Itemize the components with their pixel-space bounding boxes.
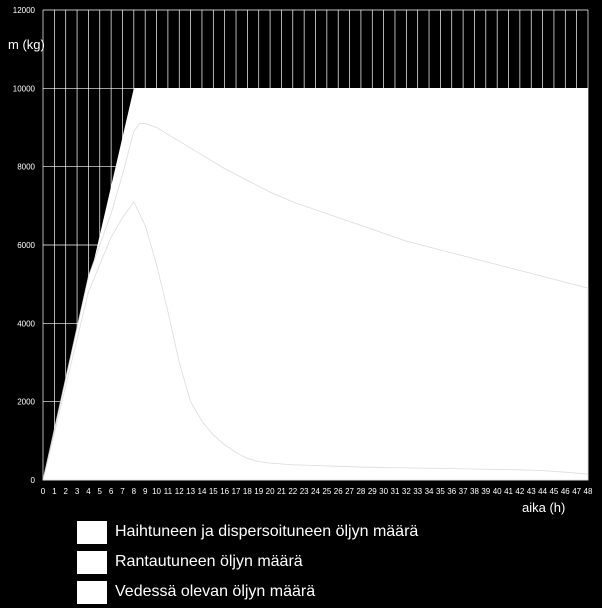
x-tick-label: 13: [186, 487, 195, 496]
x-tick-label: 38: [470, 487, 479, 496]
x-tick-label: 42: [515, 487, 524, 496]
x-tick-label: 8: [132, 487, 137, 496]
y-tick-label: 6000: [17, 241, 35, 250]
legend-swatch: [77, 520, 107, 544]
y-tick-label: 2000: [17, 398, 35, 407]
x-tick-label: 46: [561, 487, 570, 496]
x-tick-label: 9: [143, 487, 148, 496]
x-tick-label: 44: [538, 487, 547, 496]
y-tick-label: 0: [31, 476, 36, 485]
x-tick-label: 18: [243, 487, 252, 496]
x-tick-label: 15: [209, 487, 218, 496]
x-tick-label: 21: [277, 487, 286, 496]
y-axis-label: m (kg): [8, 37, 45, 52]
x-tick-label: 11: [164, 487, 173, 496]
x-tick-label: 37: [459, 487, 468, 496]
x-tick-label: 47: [572, 487, 581, 496]
x-tick-label: 19: [254, 487, 263, 496]
x-tick-label: 2: [63, 487, 68, 496]
x-tick-label: 17: [232, 487, 241, 496]
x-tick-label: 27: [345, 487, 354, 496]
series-area-2: [42, 201, 589, 481]
x-tick-label: 0: [41, 487, 46, 496]
x-tick-label: 6: [109, 487, 114, 496]
legend-item-stranded: Rantautuneen öljyn määrä: [77, 547, 418, 577]
x-tick-label: 30: [379, 487, 388, 496]
legend-label: Rantautuneen öljyn määrä: [115, 553, 303, 570]
x-tick-label: 14: [198, 487, 207, 496]
x-tick-label: 26: [334, 487, 343, 496]
x-tick-label: 23: [300, 487, 309, 496]
x-tick-label: 33: [413, 487, 422, 496]
x-tick-label: 39: [481, 487, 490, 496]
x-tick-label: 48: [584, 487, 593, 496]
x-tick-label: 12: [175, 487, 184, 496]
x-tick-label: 41: [504, 487, 513, 496]
chart-legend: Haihtuneen ja dispersoituneen öljyn määr…: [77, 517, 418, 607]
legend-swatch: [77, 580, 107, 604]
legend-label: Haihtuneen ja dispersoituneen öljyn määr…: [115, 523, 419, 540]
chart-areas: [42, 88, 589, 481]
x-tick-label: 4: [86, 487, 91, 496]
x-tick-label: 20: [266, 487, 275, 496]
x-tick-label: 25: [322, 487, 331, 496]
legend-label: Vedessä olevan öljyn määrä: [115, 583, 316, 600]
x-tick-label: 43: [527, 487, 536, 496]
y-tick-label: 12000: [13, 6, 36, 15]
x-tick-label: 7: [120, 487, 125, 496]
x-tick-label: 45: [549, 487, 558, 496]
x-tick-label: 1: [52, 487, 57, 496]
x-tick-label: 28: [356, 487, 365, 496]
x-tick-label: 24: [311, 487, 320, 496]
y-tick-label: 10000: [13, 84, 36, 93]
x-tick-label: 32: [402, 487, 411, 496]
x-tick-label: 22: [288, 487, 297, 496]
x-tick-label: 34: [425, 487, 434, 496]
x-tick-label: 35: [436, 487, 445, 496]
x-tick-label: 31: [391, 487, 400, 496]
x-tick-label: 10: [152, 487, 161, 496]
x-tick-label: 29: [368, 487, 377, 496]
y-tick-label: 4000: [17, 319, 35, 328]
y-tick-label: 8000: [17, 163, 35, 172]
legend-item-evaporated: Haihtuneen ja dispersoituneen öljyn määr…: [77, 517, 418, 547]
x-tick-label: 16: [220, 487, 229, 496]
x-tick-label: 3: [75, 487, 80, 496]
legend-swatch: [77, 550, 107, 574]
x-tick-label: 36: [447, 487, 456, 496]
x-tick-label: 40: [493, 487, 502, 496]
legend-item-in-water: Vedessä olevan öljyn määrä: [77, 577, 418, 607]
x-tick-label: 5: [98, 487, 103, 496]
x-axis-label: aika (h): [522, 500, 566, 515]
